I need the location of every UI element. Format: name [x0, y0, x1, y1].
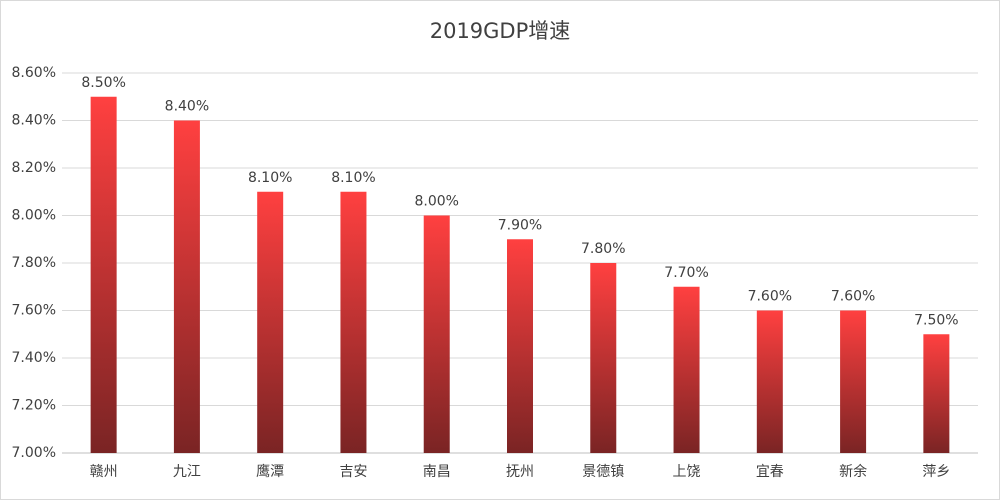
x-tick-label: 宜春 — [756, 464, 784, 480]
bar — [257, 191, 284, 453]
y-tick-label: 8.40% — [12, 113, 56, 129]
value-label: 8.40% — [165, 99, 209, 115]
y-tick-label: 8.60% — [12, 65, 56, 81]
y-tick-label: 8.00% — [12, 208, 56, 224]
x-tick-label: 萍乡 — [922, 464, 950, 480]
bar — [173, 120, 200, 453]
x-tick-label: 南昌 — [423, 464, 451, 480]
x-tick-label: 上饶 — [673, 464, 701, 480]
value-label: 7.80% — [581, 241, 625, 257]
x-tick-label: 景德镇 — [582, 464, 624, 480]
x-tick-label: 新余 — [839, 463, 867, 480]
bar — [340, 191, 367, 453]
x-tick-label: 吉安 — [339, 464, 367, 480]
value-label: 8.10% — [248, 170, 292, 186]
y-tick-label: 7.80% — [12, 255, 56, 271]
y-tick-label: 8.20% — [12, 160, 56, 176]
x-tick-label: 抚州 — [506, 464, 534, 480]
y-tick-label: 7.60% — [12, 303, 56, 319]
value-label: 7.50% — [914, 312, 958, 328]
value-label: 7.60% — [748, 289, 792, 305]
y-tick-label: 7.20% — [12, 398, 56, 414]
chart-title: 2019GDP增速 — [430, 19, 571, 43]
bar — [756, 310, 783, 453]
bar — [923, 334, 950, 453]
value-label: 8.10% — [331, 170, 375, 186]
x-tick-label: 赣州 — [90, 464, 118, 480]
value-label: 7.70% — [664, 265, 708, 281]
y-tick-label: 7.40% — [12, 350, 56, 366]
bar — [840, 310, 867, 453]
bar — [90, 96, 117, 453]
y-tick-label: 7.00% — [12, 445, 56, 461]
x-tick-label: 九江 — [173, 464, 201, 480]
bar — [590, 263, 617, 453]
value-label: 7.90% — [498, 217, 542, 233]
bar — [673, 286, 700, 453]
bar — [423, 215, 450, 453]
bar — [507, 239, 533, 453]
value-label: 7.60% — [831, 289, 875, 305]
value-label: 8.00% — [414, 194, 458, 210]
x-tick-label: 鹰潭 — [256, 463, 284, 480]
value-label: 8.50% — [81, 75, 125, 91]
